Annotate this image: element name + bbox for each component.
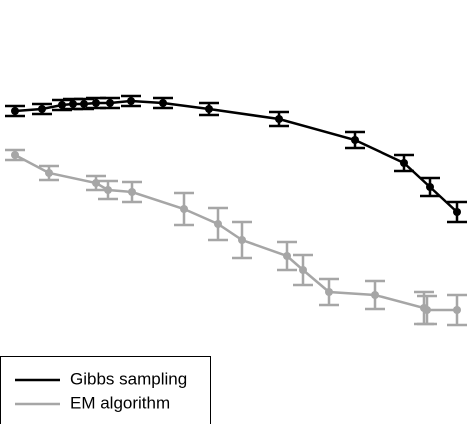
point xyxy=(423,306,431,314)
point xyxy=(128,188,136,196)
point xyxy=(453,306,461,314)
point xyxy=(238,236,246,244)
series-line xyxy=(14,153,457,312)
point xyxy=(400,159,408,167)
point xyxy=(275,115,283,123)
point xyxy=(159,99,167,107)
point xyxy=(180,205,188,213)
point xyxy=(92,99,100,107)
point xyxy=(38,105,46,113)
point xyxy=(11,151,19,159)
series-line xyxy=(14,99,458,213)
point xyxy=(11,107,19,115)
point xyxy=(58,101,66,109)
point xyxy=(205,105,213,113)
point xyxy=(127,97,135,105)
point xyxy=(283,252,291,260)
point xyxy=(80,100,88,108)
point xyxy=(299,266,307,274)
point xyxy=(426,183,434,191)
point xyxy=(325,288,333,296)
point xyxy=(351,136,359,144)
point xyxy=(371,291,379,299)
point xyxy=(45,169,53,177)
legend-label: Gibbs sampling xyxy=(70,369,187,388)
point xyxy=(106,99,114,107)
point xyxy=(214,220,222,228)
point xyxy=(69,100,77,108)
point xyxy=(453,208,461,216)
legend-label: EM algorithm xyxy=(70,393,170,412)
legend-box xyxy=(0,356,211,424)
point xyxy=(104,186,112,194)
